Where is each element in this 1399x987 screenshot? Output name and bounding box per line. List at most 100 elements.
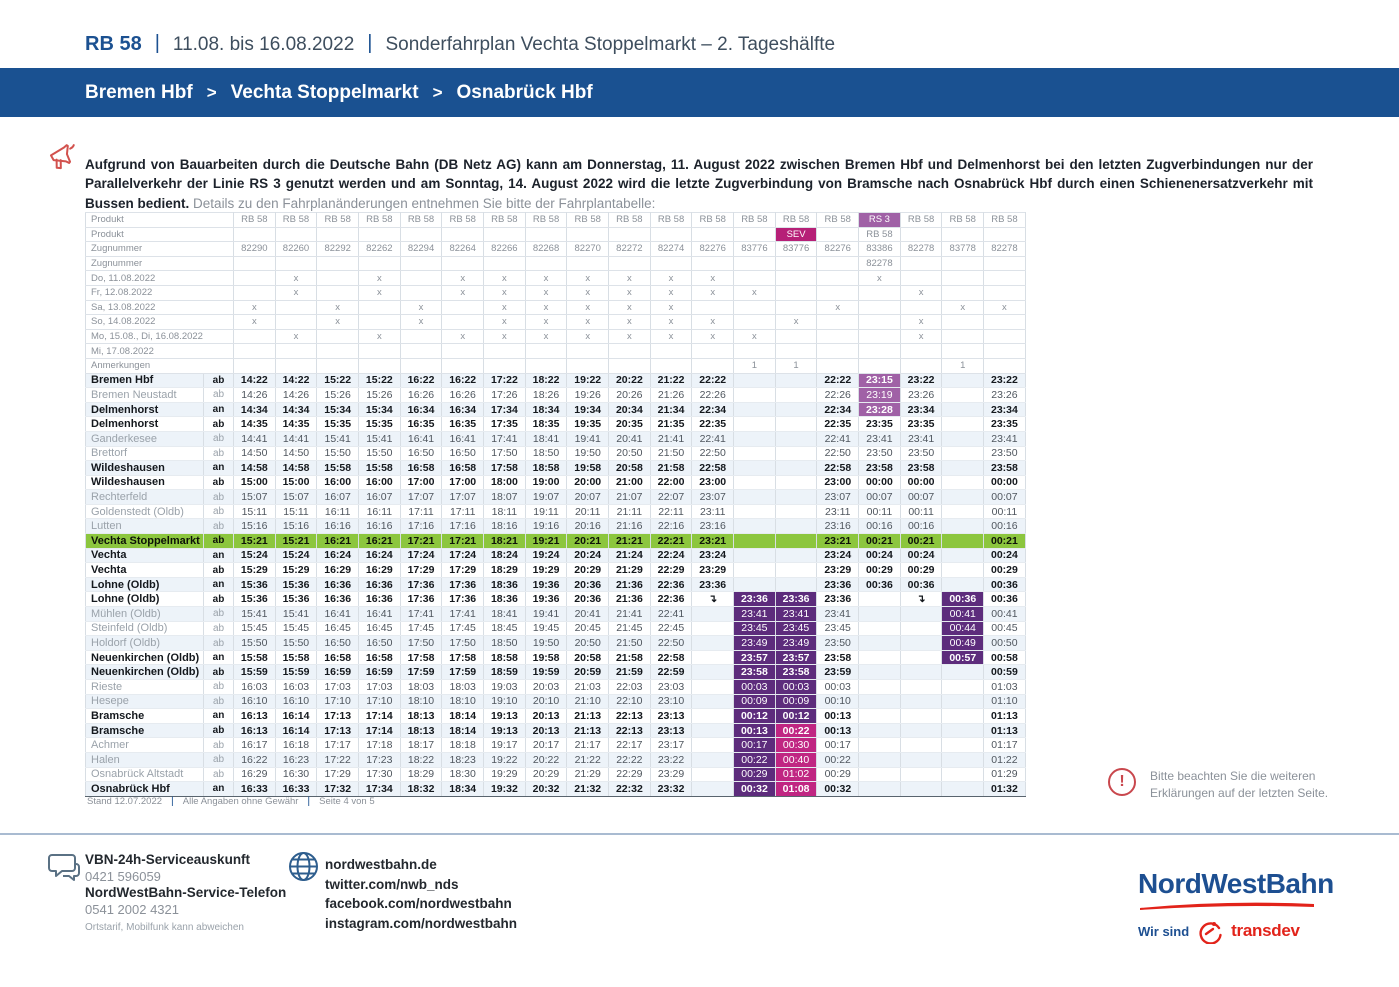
brand-wordmark: NordWestBahn xyxy=(1138,868,1334,899)
time-cell: 16:16 xyxy=(316,518,360,535)
header-cell: 82278 xyxy=(899,241,943,257)
arrival-departure-flag: ab xyxy=(203,679,234,695)
arrival-departure-flag: ab xyxy=(203,664,234,680)
arrival-departure-flag: an xyxy=(203,460,234,476)
time-cell: 00:12 xyxy=(774,708,818,724)
header-cell xyxy=(983,357,1026,374)
time-cell: 15:34 xyxy=(316,402,360,418)
station-name: Osnabrück Hbf xyxy=(85,781,204,797)
header-cell xyxy=(649,226,693,243)
time-cell xyxy=(774,416,818,432)
time-cell: 18:32 xyxy=(399,781,443,797)
time-cell: 17:13 xyxy=(316,708,360,724)
time-cell: 14:50 xyxy=(274,446,318,462)
station-name: Achmer xyxy=(85,737,204,753)
time-cell: 17:36 xyxy=(399,577,443,593)
service-contact-block: VBN-24h-Serviceauskunft 0421 596059 Nord… xyxy=(85,852,286,937)
time-cell: 22:59 xyxy=(649,664,693,680)
header-cell: RB 58 xyxy=(441,212,485,228)
header-cell: 82260 xyxy=(274,241,318,257)
time-cell: 16:00 xyxy=(316,474,360,491)
time-cell xyxy=(691,781,735,797)
header-cell xyxy=(816,343,860,359)
time-cell: 22:24 xyxy=(649,548,693,564)
header-cell: x xyxy=(649,314,693,330)
timetable-row: Mühlen (Oldb) ab 15:41 15:41 16:41 16:41 17:41… xyxy=(85,606,1026,622)
time-cell: 22:22 xyxy=(816,372,860,389)
time-cell: 00:24 xyxy=(858,548,901,564)
header-cell: x xyxy=(608,284,651,301)
time-cell xyxy=(941,694,985,710)
header-cell: x xyxy=(691,284,735,301)
header-cell: x xyxy=(399,314,443,330)
service-title-nwb: NordWestBahn-Service-Telefon xyxy=(85,885,287,900)
header-cell xyxy=(483,255,526,272)
header-cell: 82272 xyxy=(608,241,651,257)
time-cell: 15:50 xyxy=(316,446,360,462)
time-cell: 20:36 xyxy=(566,577,610,593)
time-cell: 01:13 xyxy=(983,722,1026,739)
time-cell: 23:58 xyxy=(983,460,1026,476)
time-cell xyxy=(858,606,901,622)
header-cell xyxy=(983,255,1026,272)
header-cell: x xyxy=(608,270,651,286)
time-cell: 00:13 xyxy=(816,708,860,724)
time-cell: 16:21 xyxy=(316,533,360,549)
time-cell: 23:36 xyxy=(774,591,818,608)
header-cell: x xyxy=(441,328,485,345)
time-cell: 22:50 xyxy=(691,446,735,462)
time-cell: 21:50 xyxy=(608,635,651,651)
time-cell: 20:13 xyxy=(524,722,568,739)
header-cell xyxy=(608,226,651,243)
header-cell: 82270 xyxy=(566,241,610,257)
time-cell: 19:10 xyxy=(483,694,526,710)
time-cell: 16:50 xyxy=(358,635,401,651)
time-cell: 00:36 xyxy=(983,577,1026,593)
header-cell: 82264 xyxy=(441,241,485,257)
notice-bold-text: Aufgrund von Bauarbeiten durch die Deuts… xyxy=(85,156,1313,211)
time-cell xyxy=(858,752,901,768)
header-cell xyxy=(983,328,1026,345)
page-subtitle: Sonderfahrplan Vechta Stoppelmarkt – 2. … xyxy=(385,34,836,55)
timetable: Produkt RB 58 RB 58 RB 58 RB 58 RB 58 RB 58 RB … xyxy=(85,212,1026,797)
time-cell: 17:00 xyxy=(441,474,485,491)
header-cell: x xyxy=(316,314,360,330)
header-cell xyxy=(316,328,360,345)
time-cell: 19:00 xyxy=(524,474,568,491)
timetable-header-row: Anmerkungen 1 1 1 xyxy=(85,357,1026,374)
header-cell xyxy=(858,299,901,316)
time-cell xyxy=(858,708,901,724)
time-cell xyxy=(941,708,985,724)
header-cell xyxy=(774,270,818,286)
timetable-row: Vechta Stoppelmarkt ab 15:21 15:21 16:21 16:2… xyxy=(85,533,1026,549)
time-cell xyxy=(733,562,776,578)
time-cell: 16:33 xyxy=(274,781,318,797)
header-cell xyxy=(399,226,443,243)
time-cell: 00:17 xyxy=(733,737,776,753)
header-cell: RB 58 xyxy=(691,212,735,228)
time-cell: 16:13 xyxy=(233,708,276,724)
header-cell: 82292 xyxy=(316,241,360,257)
header-cell: RB 58 xyxy=(274,212,318,228)
time-cell xyxy=(899,752,943,768)
header-cell xyxy=(233,270,276,286)
station-name: Neuenkirchen (Oldb) xyxy=(85,664,204,680)
time-cell: 19:45 xyxy=(524,621,568,637)
time-cell: 23:50 xyxy=(899,446,943,462)
time-cell: 00:21 xyxy=(858,533,901,549)
timetable-row: Halen ab 16:22 16:23 17:22 17:23 18:22 18:23 19:… xyxy=(85,752,1026,768)
time-cell xyxy=(941,767,985,783)
header-cell xyxy=(816,284,860,301)
time-cell: 15:36 xyxy=(233,577,276,593)
header-cell: RB 58 xyxy=(399,212,443,228)
time-cell: 00:40 xyxy=(774,752,818,768)
time-cell: 23:34 xyxy=(899,402,943,418)
station-name: Bramsche xyxy=(85,722,204,739)
time-cell xyxy=(941,431,985,447)
time-cell: 21:29 xyxy=(566,767,610,783)
header-cell: x xyxy=(233,314,276,330)
time-cell: 17:00 xyxy=(399,474,443,491)
time-cell xyxy=(774,431,818,447)
time-cell: 14:35 xyxy=(233,416,276,432)
header-cell: x xyxy=(566,284,610,301)
